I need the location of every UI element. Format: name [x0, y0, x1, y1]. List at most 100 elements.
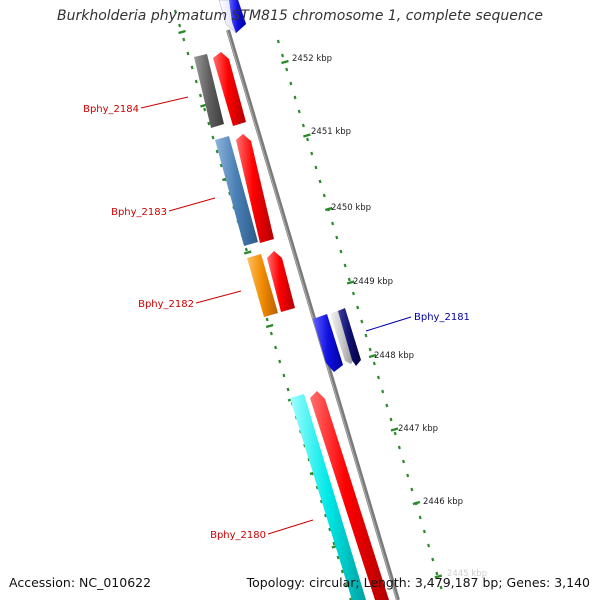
tick-major [243, 250, 252, 255]
tick-dot [219, 163, 223, 168]
tick-dot [203, 107, 207, 112]
tick-major [281, 59, 289, 65]
tick-dot [289, 81, 293, 86]
scale-label: 2446 kbp [423, 497, 463, 507]
tick-dot [297, 109, 301, 114]
tick-dot [435, 571, 439, 576]
tick-dot [344, 583, 348, 588]
tick-dot [293, 95, 297, 100]
tick-dot [186, 51, 190, 56]
tick-dot [315, 485, 319, 490]
tick-dot [381, 389, 385, 394]
tick-dot [360, 319, 364, 324]
tick-dot [322, 193, 326, 198]
tick-dot [397, 445, 401, 450]
tick-major [265, 323, 274, 329]
tick-dot-track [173, 9, 443, 602]
tick-dot [194, 79, 198, 84]
tick-dot [356, 305, 360, 310]
cds-bphy-2182 [267, 251, 295, 312]
tick-dot [343, 263, 347, 268]
tick-dot [207, 121, 211, 126]
gene-partial-blue [229, 0, 246, 33]
tick-dot [332, 541, 336, 546]
tick-dot [431, 557, 435, 562]
tick-dot [422, 529, 426, 534]
tick-dot [410, 487, 414, 492]
tick-dot [301, 123, 305, 128]
gene-label-bphy-2182[interactable]: Bphy_2182 [138, 299, 194, 310]
gene-label-bphy-2181[interactable]: Bphy_2181 [414, 312, 470, 323]
cds-bphy-2180 [310, 391, 389, 600]
gene-label-bphy-2184[interactable]: Bphy_2184 [83, 104, 139, 115]
tick-dot [276, 39, 280, 44]
gene-bphy-2181-partner [330, 310, 355, 364]
tick-dot [286, 387, 290, 392]
chromosome-backbone-highlight [226, 29, 398, 601]
leader-bphy-2180 [267, 519, 314, 535]
gene-bphy-2180[interactable] [290, 394, 366, 600]
tick-major [434, 574, 443, 579]
tick-major [346, 280, 355, 285]
accession-text: Accession: NC_010622 [9, 575, 152, 590]
gene-label-bphy-2183[interactable]: Bphy_2183 [111, 207, 167, 218]
tick-dot [351, 291, 355, 296]
tick-dot [385, 403, 389, 408]
leader-bphy-2181 [365, 316, 412, 332]
tick-major [324, 206, 333, 212]
tick-dot [336, 555, 340, 560]
tick-dot [269, 331, 273, 336]
tick-dot [318, 179, 322, 184]
tick-dot [439, 585, 443, 590]
gene-bphy-2184[interactable] [194, 54, 224, 128]
label-leaders [140, 96, 412, 535]
gene-bphy-2181-navy [338, 308, 361, 366]
tick-dot [173, 9, 177, 14]
tick-major [390, 427, 399, 432]
tick-dot [372, 361, 376, 366]
tick-dot [182, 37, 186, 42]
scale-label: 2451 kbp [311, 127, 351, 137]
tick-dot [265, 317, 269, 322]
tick-dot [406, 473, 410, 478]
gene-bphy-2181[interactable] [313, 314, 343, 372]
leader-bphy-2182 [195, 290, 242, 304]
tick-dot [331, 221, 335, 226]
scale-label: 2452 kbp [292, 54, 332, 64]
tick-major [303, 133, 311, 138]
scale-label: 2449 kbp [353, 277, 393, 287]
scale-labels: 2452 kbp 2451 kbp 2450 kbp 2449 kbp 2448… [292, 54, 487, 579]
tick-dot [335, 235, 339, 240]
tick-major [368, 353, 377, 359]
tick-dot [310, 151, 314, 156]
tick-dot [211, 135, 215, 140]
tick-dot [393, 431, 397, 436]
tick-dot [376, 375, 381, 380]
scale-label: 2448 kbp [374, 351, 414, 361]
gene-bphy-2182[interactable] [247, 254, 278, 317]
tick-dot [324, 513, 328, 518]
scale-label: 2450 kbp [331, 203, 371, 213]
tick-dot [402, 459, 406, 464]
tick-dot [244, 247, 248, 252]
tick-dot [178, 23, 182, 28]
tick-dot [198, 93, 202, 98]
tick-dot [306, 137, 310, 142]
gene-label-bphy-2180[interactable]: Bphy_2180 [210, 530, 266, 541]
cds-bphy-2184 [213, 52, 246, 126]
gene-bphy-2183[interactable] [215, 136, 258, 246]
map-title: Burkholderia phymatum STM815 chromosome … [56, 8, 543, 24]
tick-dot [340, 569, 344, 574]
tick-dot [278, 359, 282, 364]
tick-dot [319, 499, 323, 504]
tick-major [178, 29, 186, 35]
tick-dot [314, 165, 318, 170]
scale-label: 2445 kbp [447, 569, 487, 579]
leader-bphy-2184 [140, 96, 189, 109]
chromosome-backbone [226, 29, 400, 601]
tick-dot [215, 149, 219, 154]
tick-dot [347, 277, 351, 282]
tick-dot [285, 67, 289, 72]
